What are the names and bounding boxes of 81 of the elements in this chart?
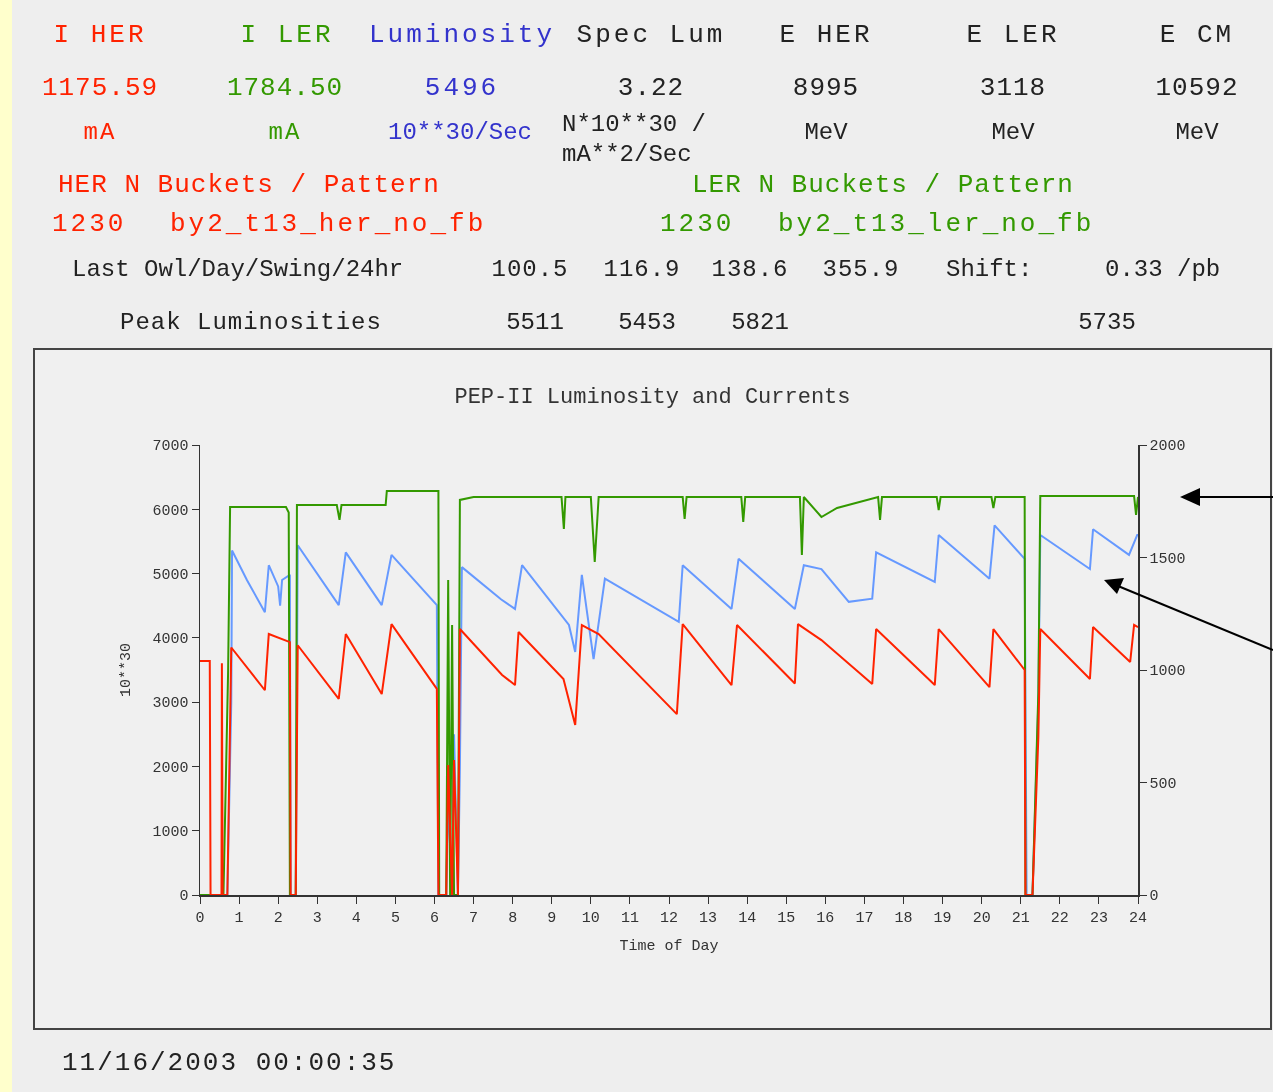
x-tick-label: 15	[777, 909, 796, 927]
text: I LER	[240, 20, 334, 50]
text: mA	[268, 119, 302, 146]
text: 100.5	[491, 256, 569, 283]
text: 10592	[1155, 73, 1239, 103]
text: MeV	[804, 119, 848, 146]
x-tick-label: 0	[195, 909, 205, 927]
text: 355.9	[822, 256, 900, 283]
x-tick-label: 14	[738, 909, 757, 927]
y-tick-label: 2000	[152, 759, 189, 777]
y-tick-label: 7000	[152, 438, 189, 456]
text: 5453	[618, 309, 676, 336]
y-tick-label: 5000	[152, 566, 189, 584]
text: LER N Buckets / Pattern	[692, 170, 1074, 200]
text: 1230	[52, 209, 127, 239]
y2-tick-label: 500	[1149, 775, 1177, 793]
text: 5511	[506, 309, 564, 336]
text: Spec Lum	[576, 20, 726, 50]
x-tick-label: 4	[351, 909, 361, 927]
y2-tick-label: 1000	[1149, 663, 1186, 681]
x-tick-label: 9	[547, 909, 557, 927]
text: 8995	[792, 73, 860, 103]
text: by2_t13_ler_no_fb	[778, 209, 1095, 239]
x-tick-label: 13	[699, 909, 718, 927]
x-axis-title: Time of Day	[619, 938, 719, 956]
text: E LER	[966, 20, 1060, 50]
y-tick-label: 0	[179, 888, 189, 906]
text: 11/16/2003 00:00:35	[62, 1048, 397, 1078]
y-tick-label: 3000	[152, 695, 189, 713]
text: I HER	[53, 20, 147, 50]
x-tick-label: 22	[1050, 909, 1069, 927]
text: N*10**30 / mA**2/Sec	[562, 111, 707, 168]
x-tick-label: 23	[1089, 909, 1108, 927]
x-tick-label: 18	[894, 909, 913, 927]
text: 138.6	[711, 256, 789, 283]
chart-title: PEP-II Luminosity and Currents	[454, 384, 851, 410]
y-tick-label: 6000	[152, 502, 189, 520]
text: MeV	[1175, 119, 1219, 146]
text: mA	[83, 119, 117, 146]
x-tick-label: 20	[972, 909, 991, 927]
x-tick-label: 6	[429, 909, 440, 927]
x-tick-label: 16	[816, 909, 835, 927]
text: E HER	[779, 20, 873, 50]
text: MeV	[991, 119, 1035, 146]
text: E CM	[1159, 20, 1235, 50]
x-tick-label: 11	[620, 909, 639, 927]
y-axis-title: 10**30	[117, 642, 135, 698]
text: HER N Buckets / Pattern	[58, 170, 440, 200]
y2-tick-label: 0	[1149, 888, 1159, 906]
text: 5496	[424, 73, 500, 103]
x-tick-label: 10	[581, 909, 600, 927]
text: 1230	[660, 209, 735, 239]
x-tick-label: 24	[1128, 909, 1148, 927]
text: 3.22	[617, 73, 685, 103]
text: 10**30/Sec	[387, 119, 533, 146]
text: Peak Luminosities	[120, 309, 382, 336]
text: Shift:	[946, 256, 1033, 283]
y2-tick-label: 2000	[1149, 438, 1186, 456]
text: 1784.50	[226, 73, 344, 103]
text: by2_t13_her_no_fb	[170, 209, 487, 239]
text: 1175.59	[41, 73, 159, 103]
text: 5735	[1078, 309, 1136, 336]
x-tick-label: 2	[273, 909, 283, 927]
y2-tick-label: 1500	[1149, 550, 1186, 568]
text: 5821	[731, 309, 789, 336]
x-tick-label: 3	[312, 909, 322, 927]
text: 0.33 /pb	[1105, 256, 1221, 283]
y-tick-label: 1000	[152, 823, 189, 841]
x-tick-label: 1	[234, 909, 244, 927]
x-tick-label: 7	[469, 909, 479, 927]
text: Last Owl/Day/Swing/24hr	[72, 256, 404, 283]
x-tick-label: 17	[855, 909, 874, 927]
text: 116.9	[603, 256, 681, 283]
text: 3118	[979, 73, 1047, 103]
x-tick-label: 19	[933, 909, 952, 927]
x-tick-label: 8	[508, 909, 518, 927]
x-tick-label: 5	[390, 909, 400, 927]
x-tick-label: 12	[659, 909, 679, 927]
y-tick-label: 4000	[152, 631, 189, 649]
x-tick-label: 21	[1011, 909, 1030, 927]
text: Luminosity	[368, 20, 556, 50]
